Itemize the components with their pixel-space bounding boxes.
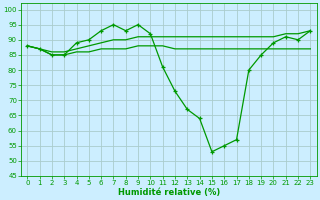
X-axis label: Humidité relative (%): Humidité relative (%) <box>118 188 220 197</box>
